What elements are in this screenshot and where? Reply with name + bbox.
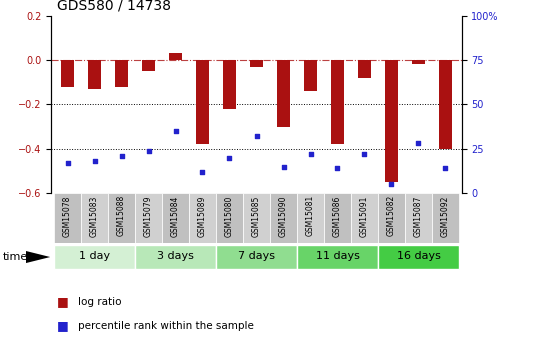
Bar [197, 60, 208, 144]
Bar [243, 193, 270, 243]
Polygon shape [26, 251, 50, 263]
Bar [162, 193, 189, 243]
Bar [332, 60, 343, 144]
Text: percentile rank within the sample: percentile rank within the sample [78, 321, 254, 331]
Point [333, 166, 342, 171]
Text: 3 days: 3 days [157, 252, 194, 262]
Point [252, 134, 261, 139]
Bar [224, 60, 235, 109]
Point [144, 148, 153, 153]
Point [360, 151, 369, 157]
Bar [297, 245, 378, 269]
Bar [359, 60, 370, 78]
Bar [143, 60, 154, 71]
Text: GSM15085: GSM15085 [252, 195, 261, 237]
Bar [54, 245, 135, 269]
Text: ■: ■ [57, 295, 69, 308]
Bar [251, 60, 262, 67]
Text: GSM15089: GSM15089 [198, 195, 207, 237]
Bar [62, 60, 73, 87]
Bar [324, 193, 351, 243]
Bar [108, 193, 135, 243]
Point [441, 166, 450, 171]
Bar [278, 60, 289, 127]
Text: GSM15092: GSM15092 [441, 195, 450, 237]
Bar [81, 193, 108, 243]
Text: GSM15091: GSM15091 [360, 195, 369, 237]
Text: GSM15088: GSM15088 [117, 195, 126, 236]
Text: GSM15084: GSM15084 [171, 195, 180, 237]
Bar [378, 245, 459, 269]
Bar [378, 193, 405, 243]
Bar [351, 193, 378, 243]
Point [306, 151, 315, 157]
Bar [432, 193, 459, 243]
Point [171, 128, 180, 134]
Text: GSM15078: GSM15078 [63, 195, 72, 237]
Point [279, 164, 288, 169]
Text: GSM15082: GSM15082 [387, 195, 396, 236]
Point [225, 155, 234, 160]
Point [90, 158, 99, 164]
Text: GSM15080: GSM15080 [225, 195, 234, 237]
Text: GDS580 / 14738: GDS580 / 14738 [57, 0, 171, 12]
Bar [135, 193, 162, 243]
Bar [405, 193, 432, 243]
Bar [135, 245, 216, 269]
Bar [116, 60, 127, 87]
Text: GSM15090: GSM15090 [279, 195, 288, 237]
Text: time: time [3, 252, 28, 262]
Text: 1 day: 1 day [79, 252, 110, 262]
Bar [297, 193, 324, 243]
Text: 7 days: 7 days [238, 252, 275, 262]
Point [387, 181, 396, 187]
Text: GSM15086: GSM15086 [333, 195, 342, 237]
Text: ■: ■ [57, 319, 69, 333]
Bar [216, 193, 243, 243]
Bar [270, 193, 297, 243]
Text: 11 days: 11 days [315, 252, 360, 262]
Text: GSM15087: GSM15087 [414, 195, 423, 237]
Bar [54, 193, 81, 243]
Bar [189, 193, 216, 243]
Point [414, 141, 423, 146]
Text: log ratio: log ratio [78, 297, 122, 307]
Bar [386, 60, 397, 182]
Text: GSM15083: GSM15083 [90, 195, 99, 237]
Bar [413, 60, 424, 65]
Bar [440, 60, 451, 149]
Text: GSM15081: GSM15081 [306, 195, 315, 236]
Bar [89, 60, 100, 89]
Text: GSM15079: GSM15079 [144, 195, 153, 237]
Point [198, 169, 207, 175]
Point [63, 160, 72, 166]
Bar [216, 245, 297, 269]
Text: 16 days: 16 days [396, 252, 441, 262]
Point [117, 153, 126, 159]
Bar [170, 53, 181, 60]
Bar [305, 60, 316, 91]
